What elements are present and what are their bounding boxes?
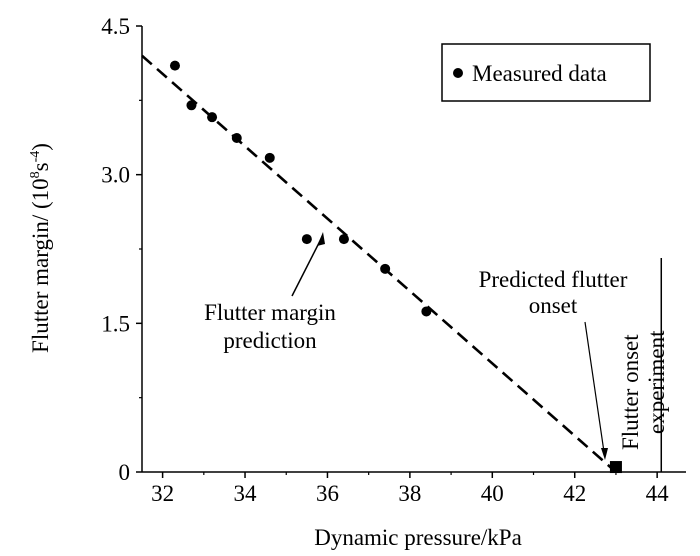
data-point <box>186 100 197 111</box>
data-point <box>338 234 349 245</box>
x-axis-label: Dynamic pressure/kPa <box>314 525 522 550</box>
x-tick-label: 36 <box>316 481 339 506</box>
annotation-prediction-line1: Flutter margin <box>204 300 336 325</box>
data-point <box>264 152 275 163</box>
annotation-prediction-arrowhead <box>317 232 325 246</box>
x-tick-label: 38 <box>398 481 421 506</box>
annotation-prediction: Flutter margin prediction <box>204 232 336 353</box>
annotation-onset-line1: Predicted flutter <box>479 267 628 292</box>
axis-ticks: 32 34 36 38 40 42 44 0 1.5 3.0 4.5 <box>101 14 669 506</box>
data-points <box>169 60 622 474</box>
x-tick-label: 42 <box>563 481 586 506</box>
annotation-prediction-line2: prediction <box>223 328 317 353</box>
y-tick-label: 1.5 <box>101 311 130 336</box>
annotation-onset-arrowhead <box>601 448 608 460</box>
y-axis-label: Flutter margin/ (108s-4) <box>28 143 53 353</box>
y-tick-label: 4.5 <box>101 14 130 39</box>
prediction-layer <box>141 54 663 473</box>
prediction-dashed-line <box>141 54 617 473</box>
data-point <box>231 132 242 143</box>
data-point <box>207 112 218 123</box>
annotation-onset-arrow <box>584 321 605 453</box>
x-tick-label: 32 <box>151 481 174 506</box>
x-tick-label: 44 <box>646 481 670 506</box>
legend: Measured data <box>441 43 651 102</box>
annotation-experiment-line2: experiment <box>644 330 669 434</box>
y-tick-label: 0 <box>119 460 131 485</box>
legend-box <box>441 43 651 102</box>
annotation-experiment: Flutter onset experiment <box>618 330 669 450</box>
y-tick-label: 3.0 <box>101 163 130 188</box>
legend-marker <box>453 68 463 78</box>
data-point <box>380 263 391 274</box>
data-point <box>169 60 180 71</box>
x-tick-label: 40 <box>481 481 504 506</box>
annotation-prediction-arrow <box>291 236 323 297</box>
data-point <box>421 306 432 317</box>
legend-entry-measured-data: Measured data <box>472 61 607 86</box>
annotation-onset-line2: onset <box>529 293 578 318</box>
predicted-onset-marker <box>609 461 622 474</box>
data-point <box>301 234 312 245</box>
x-tick-label: 34 <box>234 481 258 506</box>
annotation-experiment-line1: Flutter onset <box>618 334 643 450</box>
annotation-predicted-onset: Predicted flutter onset <box>479 267 628 460</box>
